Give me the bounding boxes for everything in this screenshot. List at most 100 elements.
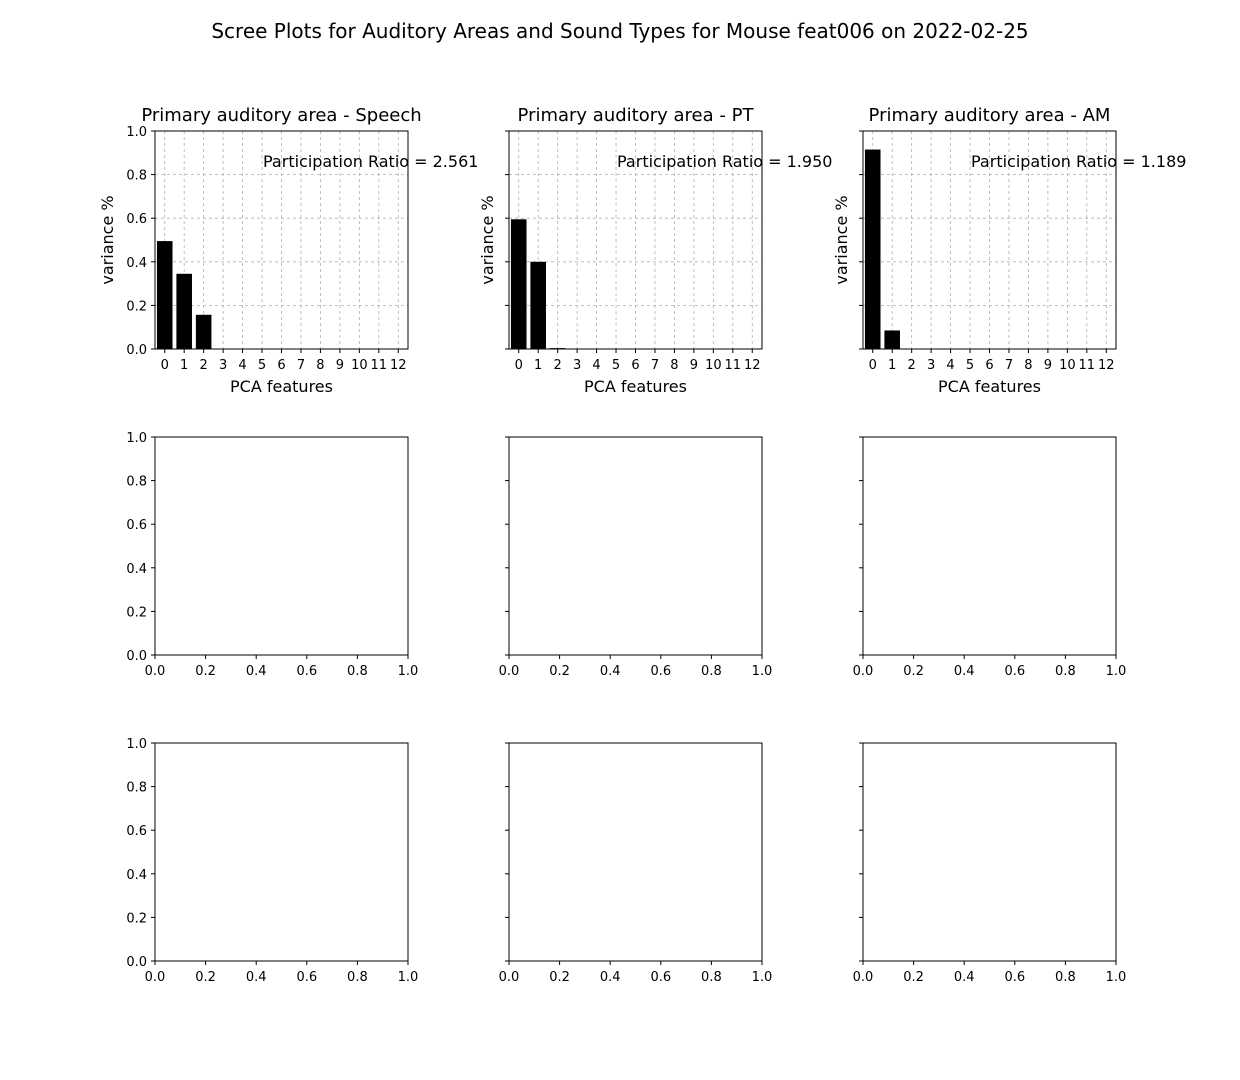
x-tick-label: 0.0 (853, 664, 874, 679)
x-tick-label: 1.0 (752, 664, 773, 679)
participation-ratio-annotation: Participation Ratio = 1.950 (617, 152, 832, 171)
x-tick-label: 4 (238, 358, 246, 373)
participation-ratio-annotation: Participation Ratio = 1.189 (971, 152, 1186, 171)
x-tick-label: 0 (161, 358, 169, 373)
axes-frame (154, 742, 409, 962)
bar-1 (884, 330, 900, 349)
x-axis-label: PCA features (938, 377, 1041, 396)
y-tick-label: 0.6 (126, 212, 147, 227)
x-tick-label: 4 (592, 358, 600, 373)
subplot-title: Primary auditory area - AM (869, 105, 1111, 126)
x-tick-label: 0.4 (246, 970, 267, 985)
y-tick-label: 0.4 (126, 562, 147, 577)
bar-1 (176, 273, 192, 349)
x-tick-label: 0.0 (145, 970, 166, 985)
x-tick-label: 0.6 (296, 664, 317, 679)
y-tick-label: 0.8 (126, 169, 147, 184)
x-tick-label: 0.0 (499, 970, 520, 985)
axes-frame (154, 436, 409, 656)
x-tick-label: 3 (927, 358, 935, 373)
x-tick-label: 9 (336, 358, 344, 373)
subplot-5: 0.0 0.2 0.4 0.6 0.8 1.0 (853, 436, 1127, 679)
x-tick-label: 3 (219, 358, 227, 373)
y-tick-label: 0.0 (126, 955, 147, 970)
x-tick-label: 11 (1079, 358, 1096, 373)
subplot-title: Primary auditory area - PT (518, 105, 755, 126)
subplot-6: 0.0 0.2 0.4 0.6 0.8 1.0 0.0 0.2 0.4 0.6 0.8 1.0 (126, 737, 418, 985)
x-tick-label: 0.6 (296, 970, 317, 985)
figure-title: Scree Plots for Auditory Areas and Sound… (211, 19, 1028, 43)
x-tick-label: 9 (1044, 358, 1052, 373)
x-tick-label: 10 (705, 358, 722, 373)
y-tick-label: 0.8 (126, 475, 147, 490)
x-tick-label: 0.6 (1004, 664, 1025, 679)
subplot-3: 0.0 0.2 0.4 0.6 0.8 1.0 0.0 0.2 0.4 0.6 0.8 1.0 (126, 431, 418, 679)
subplot-title: Primary auditory area - Speech (141, 105, 421, 126)
x-tick-label: 8 (1024, 358, 1032, 373)
y-tick-label: 0.6 (126, 518, 147, 533)
x-tick-label: 0.2 (549, 664, 570, 679)
x-tick-label: 0.8 (1055, 970, 1076, 985)
bar-1 (530, 261, 546, 349)
x-tick-label: 0.8 (701, 664, 722, 679)
y-tick-label: 1.0 (126, 737, 147, 752)
x-tick-label: 1.0 (398, 664, 419, 679)
y-tick-label: 1.0 (126, 431, 147, 446)
subplot-0: 0 1 2 3 4 5 6 7 8 9 10 11 120.00.20.40.60.81.0Primar… (98, 105, 478, 396)
x-tick-label: 0.6 (1004, 970, 1025, 985)
bar-2 (195, 314, 212, 349)
x-tick-label: 0.0 (499, 664, 520, 679)
x-tick-label: 9 (690, 358, 698, 373)
bar-0 (510, 219, 527, 349)
y-tick-label: 0.2 (126, 605, 147, 620)
y-tick-label: 0.6 (126, 824, 147, 839)
axes-frame (508, 436, 763, 656)
x-tick-label: 12 (390, 358, 407, 373)
participation-ratio-annotation: Participation Ratio = 2.561 (263, 152, 478, 171)
x-axis-label: PCA features (230, 377, 333, 396)
x-tick-label: 1 (888, 358, 896, 373)
x-tick-label: 0.8 (347, 970, 368, 985)
axes-frame (862, 436, 1117, 656)
subplot-7: 0.0 0.2 0.4 0.6 0.8 1.0 (499, 742, 772, 985)
subplot-4: 0.0 0.2 0.4 0.6 0.8 1.0 (499, 436, 773, 679)
x-tick-label: 0.6 (650, 970, 671, 985)
x-tick-label: 0.0 (145, 664, 166, 679)
x-tick-label: 8 (316, 358, 324, 373)
y-tick-label: 0.0 (126, 343, 147, 358)
x-tick-label: 0 (515, 358, 523, 373)
x-tick-label: 0.4 (954, 664, 975, 679)
axes-frame (508, 742, 763, 962)
x-tick-label: 0.2 (903, 970, 924, 985)
x-tick-label: 0.4 (954, 970, 975, 985)
x-tick-label: 1.0 (1106, 664, 1127, 679)
x-tick-label: 10 (351, 358, 368, 373)
x-tick-label: 7 (651, 358, 659, 373)
x-tick-label: 6 (277, 358, 285, 373)
x-tick-label: 6 (631, 358, 639, 373)
x-tick-label: 12 (1098, 358, 1115, 373)
x-tick-label: 0.4 (600, 970, 621, 985)
y-axis-label: variance % (478, 195, 497, 284)
x-tick-label: 0.4 (246, 664, 267, 679)
x-tick-label: 10 (1059, 358, 1076, 373)
x-tick-label: 0 (869, 358, 877, 373)
x-tick-label: 5 (258, 358, 266, 373)
x-tick-label: 11 (725, 358, 742, 373)
x-tick-label: 7 (297, 358, 305, 373)
y-tick-label: 0.2 (126, 299, 147, 314)
x-tick-label: 6 (985, 358, 993, 373)
x-tick-label: 0.8 (701, 970, 722, 985)
x-tick-label: 2 (200, 358, 208, 373)
x-tick-label: 8 (670, 358, 678, 373)
x-tick-label: 7 (1005, 358, 1013, 373)
y-axis-label: variance % (832, 195, 851, 284)
y-tick-label: 0.0 (126, 649, 147, 664)
y-axis-label: variance % (98, 195, 117, 284)
x-tick-label: 5 (612, 358, 620, 373)
x-tick-label: 5 (966, 358, 974, 373)
